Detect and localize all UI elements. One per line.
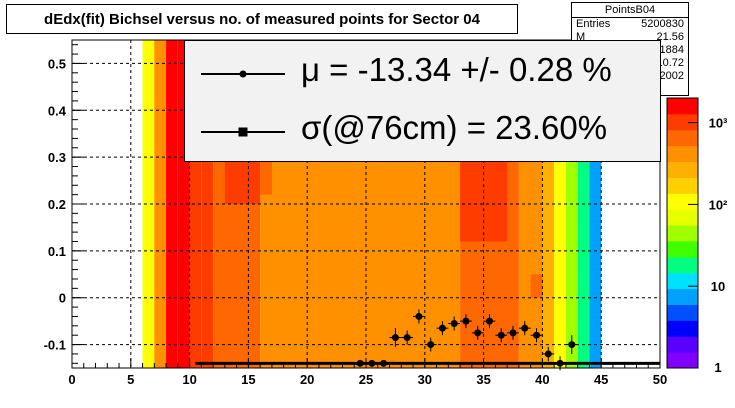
colorbar-swatch <box>667 145 698 163</box>
legend-box: μ = -13.34 +/- 0.28 % σ(@76cm) = 23.60% <box>184 40 661 162</box>
data-series <box>195 309 660 371</box>
x-tick-label: 50 <box>653 372 667 387</box>
mu-point <box>474 329 482 337</box>
colorbar-tick-label: 10³ <box>709 116 728 131</box>
x-axis-ticks: 0 5 10 15 20 25 30 35 40 45 50 <box>68 358 667 387</box>
x-tick-label: 40 <box>535 372 549 387</box>
mu-point <box>391 334 399 342</box>
mu-point <box>427 341 435 349</box>
y-tick-label: -0.1 <box>44 338 66 353</box>
stats-value: 5200830 <box>641 18 684 30</box>
x-tick-label: 25 <box>359 372 373 387</box>
y-tick-label: 0 <box>59 291 66 306</box>
x-tick-label: 30 <box>418 372 432 387</box>
y-axis-ticks: -0.1 0 0.1 0.2 0.3 0.4 0.5 <box>44 44 84 364</box>
chart-title: dEdx(fit) Bichsel versus no. of measured… <box>6 4 518 34</box>
mu-point <box>544 350 552 358</box>
x-tick-label: 5 <box>127 372 134 387</box>
heatmap-cell <box>177 40 190 368</box>
mu-point <box>438 324 446 332</box>
colorbar-swatch <box>667 320 698 337</box>
colorbar-swatch <box>667 256 698 274</box>
mu-point <box>462 317 470 325</box>
mu-point <box>521 324 529 332</box>
stats-name: PointsB04 <box>572 3 688 18</box>
colorbar-swatch <box>667 161 698 178</box>
colorbar-frame <box>666 97 699 369</box>
stats-row: Entries 5200830 <box>572 18 688 31</box>
x-tick-label: 15 <box>241 372 255 387</box>
mu-point <box>497 331 505 339</box>
colorbar-swatch <box>667 225 698 242</box>
mu-point <box>509 329 517 337</box>
colorbar-swatch <box>667 288 698 305</box>
heatmap-cell <box>260 157 272 195</box>
heatmap-cell <box>166 40 178 368</box>
colorbar-swatch <box>667 336 698 353</box>
colorbar-swatch <box>667 240 698 258</box>
mu-point <box>556 359 564 367</box>
mu-point <box>356 359 364 367</box>
y-tick-label: 0.2 <box>48 197 66 212</box>
heatmap-cell <box>142 40 155 368</box>
stats-row: 10.72 <box>572 57 688 70</box>
stats-value: 10.72 <box>656 57 684 69</box>
colorbar-swatch <box>667 272 698 290</box>
mu-point <box>368 359 376 367</box>
heatmap-cell <box>154 40 167 368</box>
colorbar-swatch <box>667 304 698 321</box>
y-tick-label: 0.1 <box>48 244 66 259</box>
colorbar-tick-label: 1 <box>714 360 721 375</box>
x-tick-label: 0 <box>68 372 75 387</box>
heatmap-cell <box>201 40 214 368</box>
y-tick-label: 0.3 <box>48 150 66 165</box>
colorbar-swatch <box>667 352 698 369</box>
colorbar-swatch <box>667 193 698 210</box>
mu-point <box>485 317 493 325</box>
heatmap-cell <box>189 40 202 368</box>
mu-point <box>568 341 576 349</box>
legend-entry-mu: μ = -13.34 +/- 0.28 % <box>185 45 660 95</box>
mu-point <box>380 359 388 367</box>
y-tick-label: 0.4 <box>48 103 67 118</box>
x-tick-label: 35 <box>476 372 490 387</box>
colorbar-tick-label: 10 <box>711 279 725 294</box>
colorbar-swatch <box>667 209 698 226</box>
colorbar-swatch <box>667 98 698 115</box>
legend-marker-dot <box>239 70 247 78</box>
stats-value: 21.56 <box>656 31 684 43</box>
mu-point <box>533 331 541 339</box>
colorbar-swatch <box>667 177 698 194</box>
y-tick-label: 0.5 <box>48 56 66 71</box>
x-tick-label: 10 <box>182 372 196 387</box>
mu-point <box>415 312 423 320</box>
colorbar-swatch <box>667 113 698 131</box>
x-tick-label: 45 <box>594 372 608 387</box>
stats-label: M <box>576 31 586 43</box>
colorbar-tick-label: 10² <box>709 197 728 212</box>
mu-point <box>450 319 458 327</box>
legend-mu-text: μ = -13.34 +/- 0.28 % <box>301 51 612 88</box>
stats-row: M 21.56 <box>572 31 688 44</box>
heatmap-cell <box>530 274 543 298</box>
legend-entry-sigma: σ(@76cm) = 23.60% <box>185 103 660 153</box>
colorbar-swatch <box>667 129 698 147</box>
mu-point <box>403 334 411 342</box>
legend-marker-square <box>238 127 248 137</box>
stats-label: Entries <box>576 18 611 30</box>
x-tick-label: 20 <box>300 372 314 387</box>
color-bar: 1 10 10² 10³ <box>666 97 728 375</box>
legend-sigma-text: σ(@76cm) = 23.60% <box>301 109 608 146</box>
